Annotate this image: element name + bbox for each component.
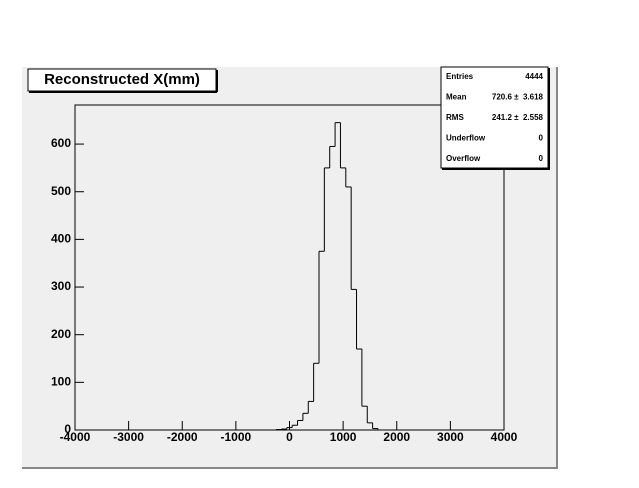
stat-value: 720.6 ± 3.618 (492, 93, 544, 102)
y-tick-label: 300 (51, 279, 71, 293)
stat-value: 0 (539, 134, 544, 143)
stat-value: 0 (539, 154, 544, 163)
stat-label: Overflow (446, 154, 481, 163)
stat-label: RMS (446, 113, 464, 122)
stat-label: Entries (446, 72, 474, 81)
x-tick-label: 0 (286, 430, 293, 444)
stats-box (440, 66, 549, 169)
y-tick-label: 600 (51, 136, 71, 150)
x-tick-label: 3000 (437, 430, 464, 444)
stat-label: Underflow (446, 134, 486, 143)
y-tick-label: 500 (51, 184, 71, 198)
chart-title: Reconstructed X(mm) (44, 71, 200, 88)
stat-value: 4444 (525, 72, 543, 81)
x-tick-label: 2000 (383, 430, 410, 444)
x-tick-label: -3000 (113, 430, 144, 444)
x-tick-label: 1000 (330, 430, 357, 444)
x-tick-label: -4000 (60, 430, 91, 444)
x-tick-label: -1000 (221, 430, 252, 444)
y-tick-label: 200 (51, 327, 71, 341)
stat-value: 241.2 ± 2.558 (492, 113, 544, 122)
y-tick-label: 0 (64, 422, 71, 436)
x-tick-label: -2000 (167, 430, 198, 444)
y-tick-label: 400 (51, 232, 71, 246)
x-tick-label: 4000 (491, 430, 518, 444)
stat-label: Mean (446, 93, 467, 102)
y-tick-label: 100 (51, 375, 71, 389)
